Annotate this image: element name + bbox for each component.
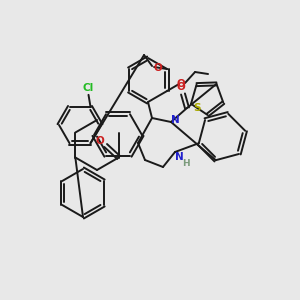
Text: O: O [95,136,104,146]
Text: O: O [177,79,185,89]
Text: N: N [171,115,179,125]
Text: N: N [175,152,183,162]
Text: Cl: Cl [83,83,94,93]
Text: O: O [154,63,162,73]
Text: O: O [177,82,185,92]
Text: S: S [193,103,201,113]
Text: H: H [182,158,190,167]
